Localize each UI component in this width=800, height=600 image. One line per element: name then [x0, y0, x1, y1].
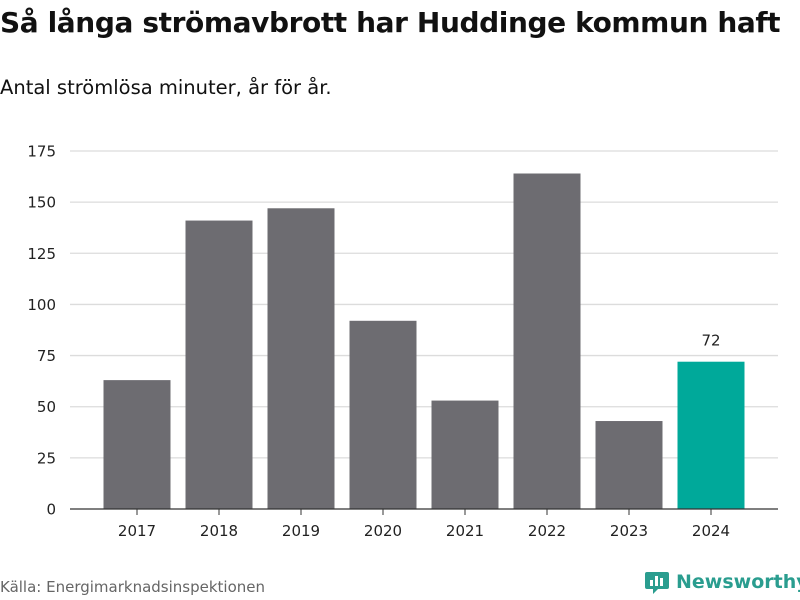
x-tick-label: 2023	[610, 522, 648, 540]
y-tick-label: 75	[37, 347, 56, 365]
labels: 0 25 50 75 100 125 150 175 2017 2018 2019 2020 2021 2…	[27, 143, 730, 541]
bar-2020	[349, 320, 417, 509]
bar-chart: 0 25 50 75 100 125 150 175 2017 2018 2019 2020 2021 2…	[27, 143, 778, 541]
bar-2017	[103, 380, 171, 509]
chart-title: Så långa strömavbrott har Huddinge kommu…	[0, 6, 781, 39]
gridlines	[70, 150, 778, 459]
y-tick-label: 100	[27, 296, 56, 314]
y-tick-label: 150	[27, 194, 56, 212]
y-tick-label: 25	[37, 449, 56, 467]
axes	[70, 508, 778, 515]
x-tick-label: 2024	[692, 522, 730, 540]
newsworthy-logo-icon	[645, 572, 669, 594]
source-note: Källa: Energimarknadsinspektionen	[0, 578, 266, 596]
x-tick-label: 2021	[446, 522, 484, 540]
bar-2023	[595, 421, 663, 509]
bar-2019	[267, 208, 335, 509]
bars	[103, 173, 745, 509]
bar-2022	[513, 173, 581, 509]
chart-subtitle: Antal strömlösa minuter, år för år.	[0, 76, 332, 99]
brand-name: Newsworthy	[676, 571, 800, 593]
y-tick-label: 0	[46, 501, 56, 519]
x-tick-label: 2022	[528, 522, 566, 540]
y-tick-label: 50	[37, 398, 56, 416]
x-tick-label: 2019	[282, 522, 320, 540]
x-tick-label: 2017	[118, 522, 156, 540]
x-tick-label: 2018	[200, 522, 238, 540]
brand-logo: Newsworthy	[644, 569, 800, 595]
bar-2018	[185, 220, 253, 509]
x-tick-label: 2020	[364, 522, 402, 540]
y-tick-label: 125	[27, 245, 56, 263]
y-tick-label: 175	[27, 143, 56, 161]
bar-2024	[677, 361, 745, 509]
bar-2021	[431, 400, 499, 509]
data-label: 72	[701, 332, 720, 350]
